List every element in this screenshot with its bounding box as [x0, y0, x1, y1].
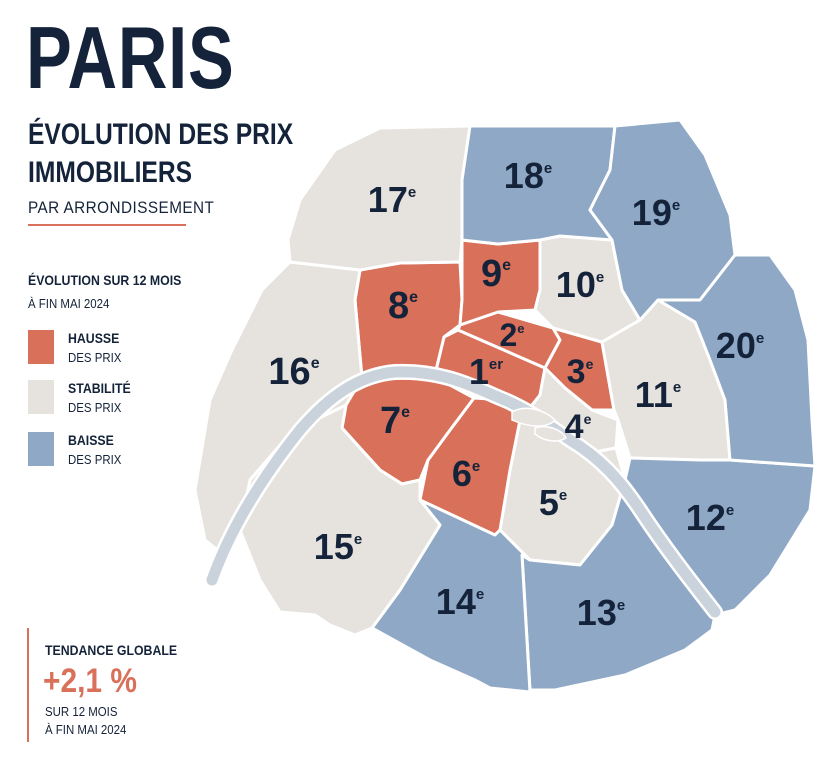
arrondissement-suffix-16: e	[311, 355, 320, 372]
arrondissement-suffix-18: e	[544, 160, 552, 177]
global-trend-box: TENDANCE GLOBALE +2,1 % SUR 12 MOIS À FI…	[27, 628, 195, 742]
trend-date: À FIN MAI 2024	[45, 722, 127, 737]
arrondissement-label-20: 20e	[716, 325, 764, 366]
arrondissement-suffix-17: e	[408, 184, 416, 201]
arrondissement-number-2: 2	[499, 317, 517, 353]
arrondissement-label-19: 19e	[632, 192, 680, 233]
legend-item-stabilite: STABILITÉ DES PRIX	[28, 380, 228, 424]
arrondissement-label-17: 17e	[368, 179, 416, 220]
arrondissement-number-13: 13	[577, 592, 617, 633]
arrondissement-suffix-4: e	[584, 411, 592, 427]
seine-river	[204, 363, 723, 620]
legend-sublabel-hausse: DES PRIX	[68, 350, 122, 365]
legend-swatch-baisse	[28, 432, 54, 466]
page-title: PARIS	[26, 8, 235, 107]
arrondissement-label-5: 5e	[539, 482, 567, 523]
arrondissement-number-1: 1	[469, 351, 489, 392]
arrondissement-number-3: 3	[567, 353, 586, 391]
arrondissement-label-1: 1er	[469, 351, 503, 392]
arrondissement-suffix-15: e	[354, 531, 362, 548]
arrondissement-number-16: 16	[268, 351, 310, 393]
arrondissement-label-15: 15e	[314, 526, 362, 567]
arrondissement-label-13: 13e	[577, 592, 625, 633]
arrondissement-label-14: 14e	[436, 581, 484, 622]
trend-value: +2,1 %	[43, 662, 137, 700]
seine-river-water	[206, 366, 721, 618]
arrondissement-label-9: 9e	[481, 253, 511, 295]
arrondissement-label-2: 2e	[499, 317, 524, 353]
arrondissement-number-17: 17	[368, 179, 408, 220]
arrondissement-suffix-11: e	[673, 379, 681, 396]
trend-period: SUR 12 MOIS	[45, 704, 118, 719]
title-underline	[28, 224, 186, 226]
arrondissement-suffix-13: e	[617, 597, 625, 614]
arrondissement-number-12: 12	[686, 497, 726, 538]
legend-item-baisse: BAISSE DES PRIX	[28, 432, 228, 476]
arrondissement-suffix-1: er	[489, 356, 503, 373]
subtitle-line-2: IMMOBILIERS	[28, 156, 192, 189]
arrondissement-number-4: 4	[565, 408, 584, 446]
arrondissement-label-10: 10e	[556, 264, 604, 305]
arrondissement-label-8: 8e	[388, 285, 418, 327]
legend-label-hausse: HAUSSE	[68, 330, 120, 346]
arrondissement-label-6: 6e	[452, 453, 480, 494]
ile-saint-louis	[534, 426, 567, 442]
legend-label-baisse: BAISSE	[68, 432, 114, 448]
arrondissement-number-14: 14	[436, 581, 476, 622]
arrondissement-suffix-10: e	[596, 269, 604, 286]
legend-swatch-hausse	[28, 330, 54, 364]
ile-de-la-cite	[511, 407, 557, 427]
arrondissement-label-16: 16e	[268, 351, 319, 393]
arrondissement-label-18: 18e	[504, 155, 552, 196]
arrondissement-suffix-19: e	[672, 197, 680, 214]
arrondissement-suffix-12: e	[726, 502, 734, 519]
arrondissement-label-3: 3e	[567, 353, 594, 391]
arrondissement-suffix-6: e	[472, 458, 480, 475]
legend-item-hausse: HAUSSE DES PRIX	[28, 330, 228, 374]
arrondissement-suffix-20: e	[756, 330, 764, 347]
arrondissement-suffix-3: e	[586, 356, 594, 372]
page-subsubtitle: PAR ARRONDISSEMENT	[28, 198, 215, 217]
legend-title: ÉVOLUTION SUR 12 MOIS	[28, 272, 182, 288]
legend-sublabel-baisse: DES PRIX	[68, 452, 122, 467]
arrondissement-suffix-14: e	[476, 586, 484, 603]
arrondissement-number-6: 6	[452, 453, 472, 494]
arrondissement-number-11: 11	[635, 374, 673, 415]
legend-label-stabilite: STABILITÉ	[68, 380, 131, 396]
arrondissement-20	[656, 253, 817, 468]
arrondissement-suffix-8: e	[409, 289, 418, 306]
arrondissement-suffix-7: e	[401, 404, 410, 421]
arrondissement-number-19: 19	[632, 192, 672, 233]
arrondissement-number-7: 7	[380, 400, 401, 442]
arrondissement-number-15: 15	[314, 526, 354, 567]
arrondissement-number-20: 20	[716, 325, 756, 366]
arrondissement-suffix-9: e	[502, 257, 511, 274]
trend-title: TENDANCE GLOBALE	[45, 642, 178, 658]
legend-subtitle: À FIN MAI 2024	[28, 296, 110, 311]
arrondissement-number-8: 8	[388, 285, 409, 327]
legend-sublabel-stabilite: DES PRIX	[68, 400, 122, 415]
arrondissement-number-9: 9	[481, 253, 502, 295]
arrondissement-suffix-2: e	[517, 321, 524, 336]
arrondissement-label-7: 7e	[380, 400, 410, 442]
subtitle-line-1: ÉVOLUTION DES PRIX	[28, 118, 294, 151]
arrondissement-number-18: 18	[504, 155, 544, 196]
arrondissement-number-5: 5	[539, 482, 559, 523]
arrondissement-label-4: 4e	[565, 408, 592, 446]
legend-swatch-stabilite	[28, 380, 54, 414]
arrondissement-label-12: 12e	[686, 497, 734, 538]
arrondissement-suffix-5: e	[559, 487, 567, 504]
arrondissement-label-11: 11e	[635, 374, 681, 415]
arrondissement-number-10: 10	[556, 264, 596, 305]
arrondissement-17	[286, 124, 472, 272]
page-subtitle: ÉVOLUTION DES PRIX IMMOBILIERS	[28, 116, 293, 192]
